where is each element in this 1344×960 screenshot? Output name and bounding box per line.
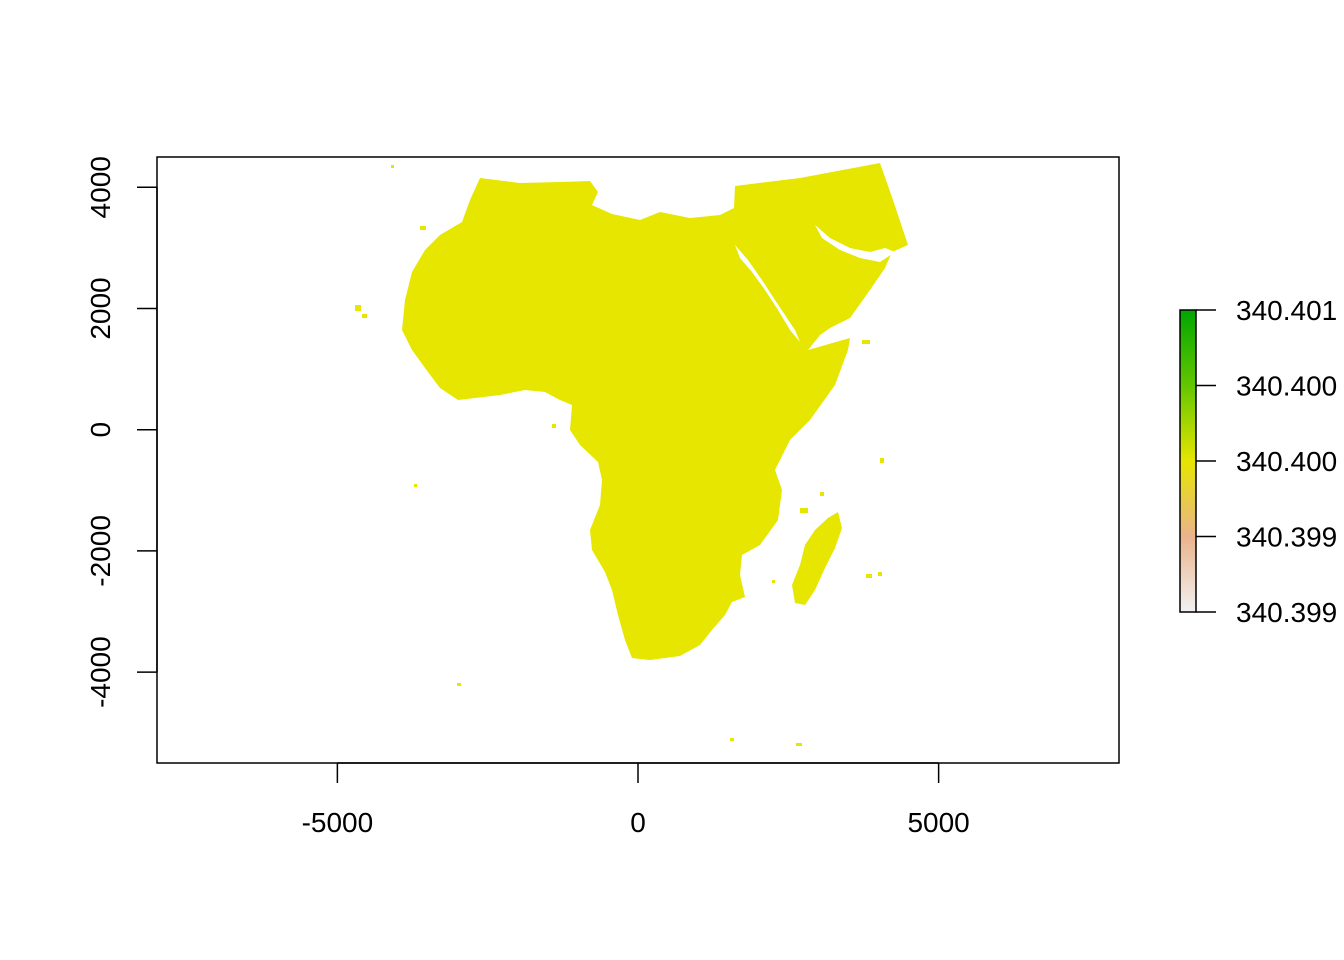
madagascar-landmass xyxy=(792,512,842,605)
island xyxy=(800,508,808,513)
legend-tick-label: 340.400 xyxy=(1236,371,1337,402)
island xyxy=(772,580,775,583)
legend-tick-label: 340.399 xyxy=(1236,597,1337,628)
legend-tick-label: 340.401 xyxy=(1236,295,1337,326)
x-tick-label: -5000 xyxy=(302,807,374,838)
island xyxy=(391,165,394,168)
color-legend: 340.399 340.399 340.400 340.400 340.401 xyxy=(1179,295,1337,628)
x-axis: -5000 0 5000 xyxy=(302,762,970,838)
island xyxy=(820,492,824,496)
y-tick-label: -4000 xyxy=(85,636,116,708)
island xyxy=(878,572,882,576)
island xyxy=(420,226,426,230)
legend-tick-label: 340.400 xyxy=(1236,446,1337,477)
island xyxy=(866,574,872,578)
y-tick-label: 0 xyxy=(85,422,116,438)
y-tick-label: 4000 xyxy=(85,156,116,218)
island xyxy=(730,738,734,741)
island xyxy=(355,305,361,311)
y-tick-label: 2000 xyxy=(85,277,116,339)
y-axis: -4000 -2000 0 2000 4000 xyxy=(85,156,158,708)
island xyxy=(552,424,556,428)
red-sea xyxy=(735,245,800,342)
island xyxy=(862,340,870,344)
x-tick-label: 0 xyxy=(630,807,646,838)
y-tick-label: -2000 xyxy=(85,515,116,587)
x-tick-label: 5000 xyxy=(907,807,969,838)
legend-colorbar xyxy=(1179,309,1197,613)
island xyxy=(362,314,367,318)
land-raster xyxy=(355,163,908,746)
legend-tick-label: 340.399 xyxy=(1236,522,1337,553)
africa-landmass xyxy=(402,163,908,660)
island xyxy=(880,458,884,463)
island xyxy=(414,484,417,487)
persian-gulf xyxy=(815,225,895,262)
island xyxy=(796,743,802,746)
island xyxy=(457,683,461,686)
